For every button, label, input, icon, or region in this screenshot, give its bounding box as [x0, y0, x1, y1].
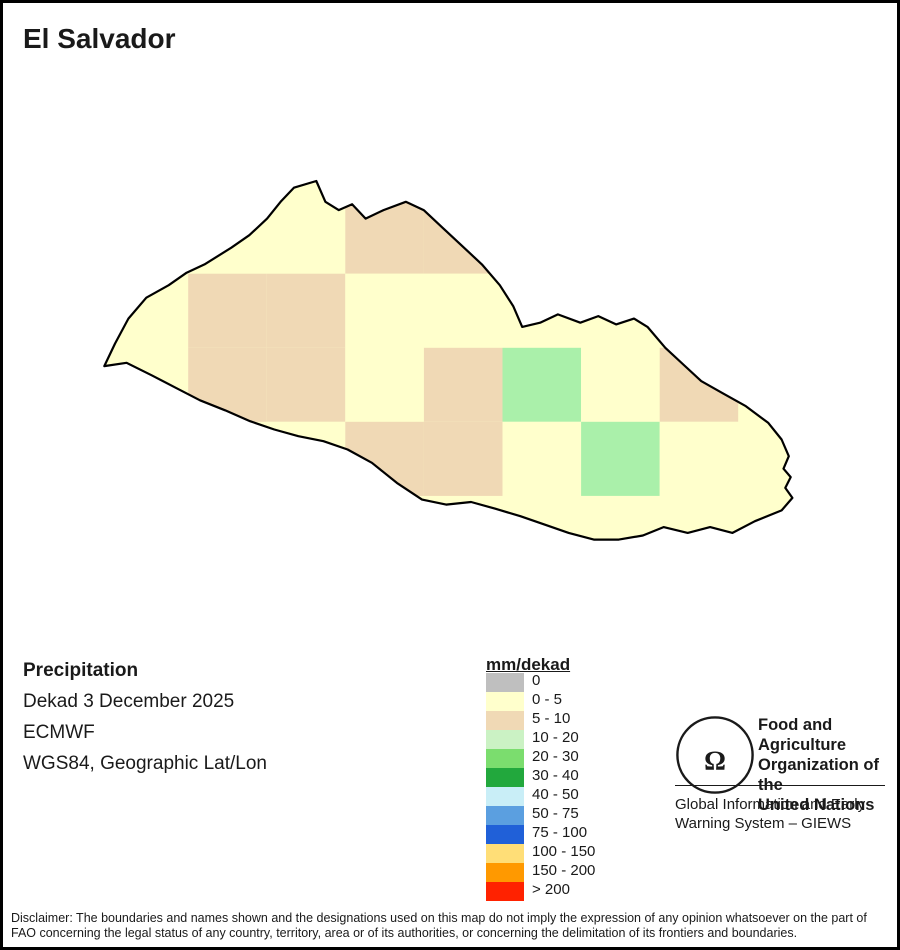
svg-text:Ω: Ω	[704, 745, 726, 775]
